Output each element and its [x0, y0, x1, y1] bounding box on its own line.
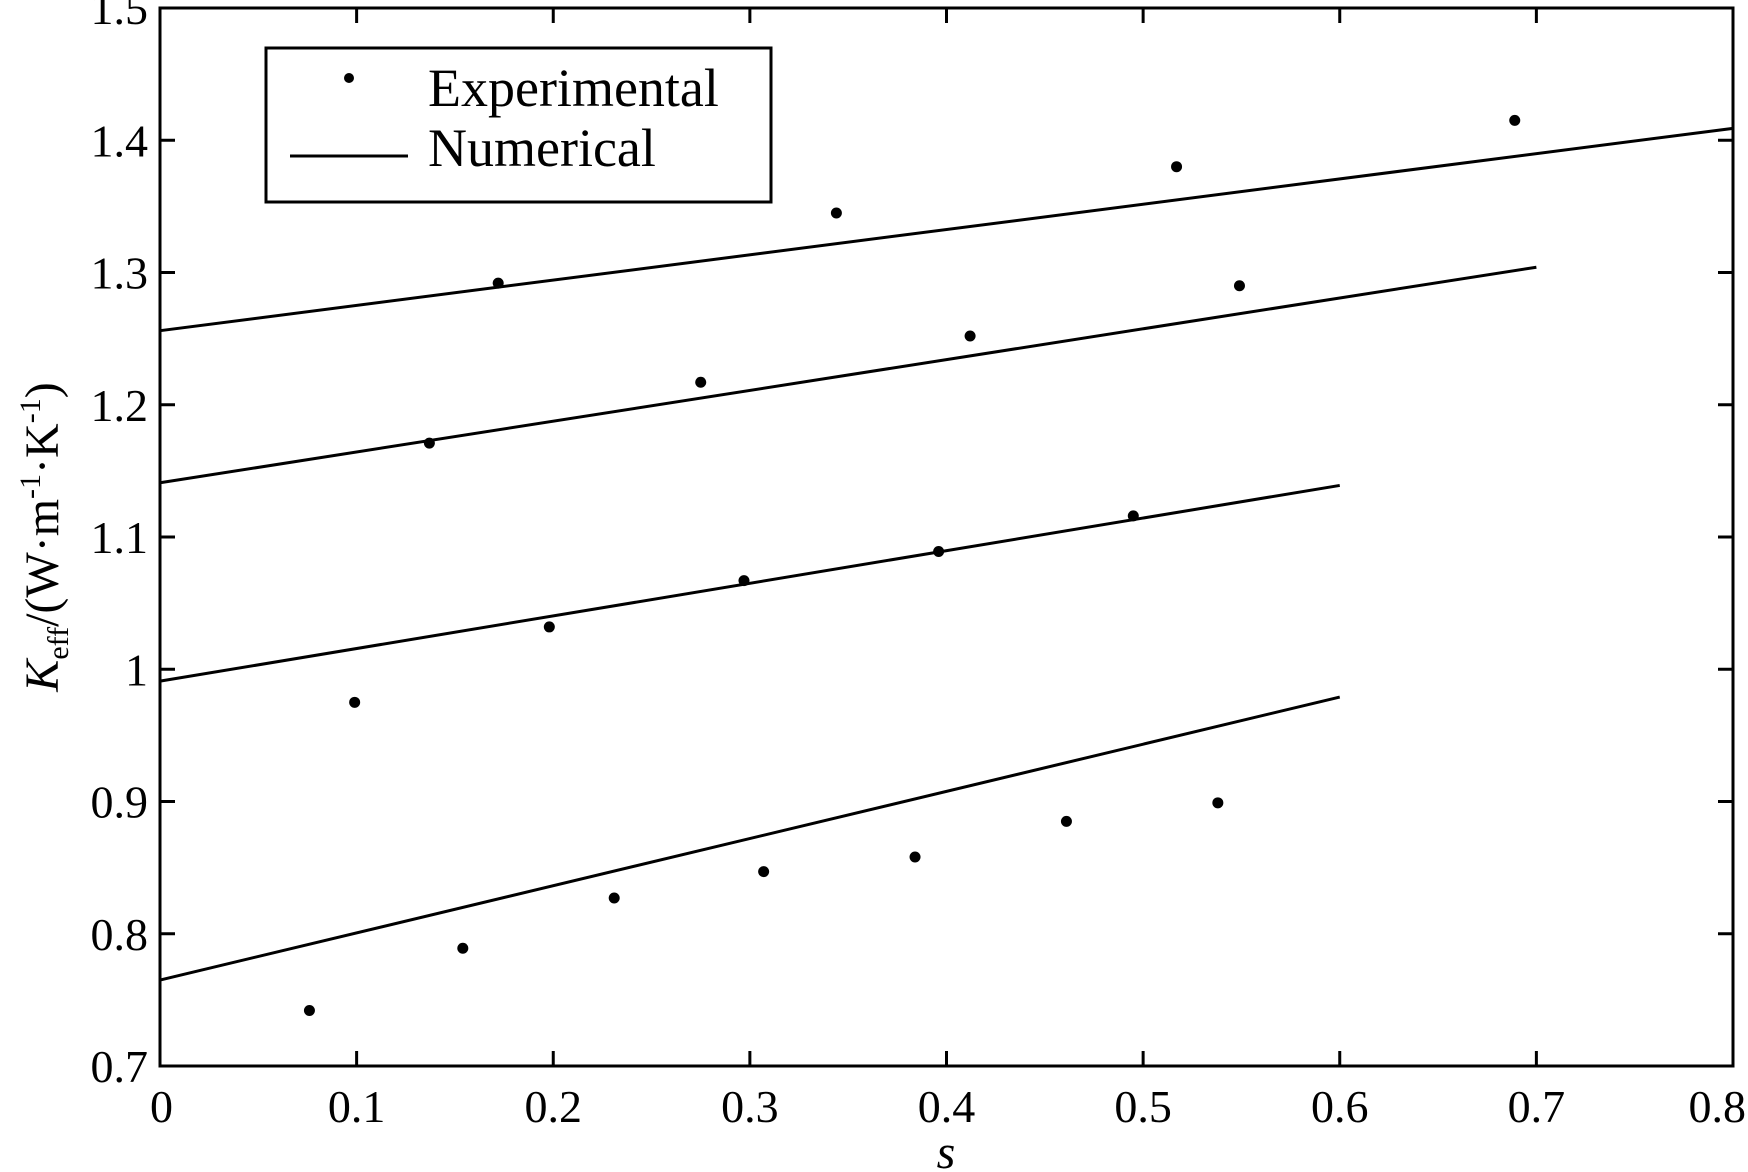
x-tick-label: 0.1	[328, 1081, 386, 1132]
numerical-lines	[159, 126, 1734, 982]
legend-experimental-marker	[344, 73, 354, 83]
x-tick-label: 0.7	[1508, 1081, 1566, 1132]
x-tick-label: 0.6	[1311, 1081, 1369, 1132]
y-tick-labels: 0.7 0.8 0.9 1 1.1 1.2 1.3 1.4 1.5	[91, 0, 149, 1092]
x-tick-label: 0.2	[525, 1081, 583, 1132]
experimental-point	[758, 866, 770, 878]
y-tick-label: 1	[125, 644, 148, 695]
experimental-point	[1509, 114, 1521, 126]
y-axis-title-units: /(W·m	[16, 499, 69, 627]
y-tick-label: 1.1	[91, 512, 149, 563]
y-tick-label: 1.3	[91, 248, 149, 299]
x-tick-label: 0.3	[721, 1081, 779, 1132]
x-tick-label: 0.5	[1114, 1081, 1172, 1132]
x-tick-label: 0	[150, 1081, 173, 1132]
y-axis-title-symbol: K	[16, 657, 69, 693]
y-axis-title: Keff/(W·m-1·K-1)	[14, 382, 75, 692]
axis-ticks	[158, 6, 1735, 1068]
experimental-point	[1233, 280, 1245, 292]
x-tick-label: 0.4	[918, 1081, 976, 1132]
numerical-line	[159, 126, 1734, 333]
y-axis-title-units-2: ·K	[16, 423, 69, 474]
y-axis-title-superscript-2: -1	[14, 398, 47, 423]
numerical-line	[159, 265, 1537, 485]
legend-numerical-label: Numerical	[428, 118, 656, 178]
y-tick-label: 1.4	[91, 115, 149, 166]
y-tick-label: 0.7	[91, 1041, 149, 1092]
experimental-point	[1127, 510, 1139, 522]
y-tick-label: 1.2	[91, 380, 149, 431]
experimental-point	[303, 1004, 315, 1016]
experimental-point	[608, 892, 620, 904]
experimental-point	[738, 575, 750, 587]
x-tick-label: 0.8	[1689, 1081, 1747, 1132]
experimental-point	[457, 942, 469, 954]
y-axis-title-superscript-1: -1	[14, 474, 47, 499]
x-tick-labels: 0 0.1 0.2 0.3 0.4 0.5 0.6 0.7 0.8	[150, 1081, 1746, 1132]
experimental-point	[933, 546, 945, 558]
experimental-point	[830, 207, 842, 219]
experimental-point	[1171, 161, 1183, 173]
y-axis-title-subscript: eff	[42, 627, 75, 660]
experimental-point	[1060, 815, 1072, 827]
numerical-line	[159, 483, 1340, 683]
y-tick-label: 0.9	[91, 777, 149, 828]
experimental-point	[695, 376, 707, 388]
legend: Experimental Numerical	[264, 46, 773, 204]
experimental-point	[543, 621, 555, 633]
numerical-line	[159, 695, 1341, 982]
x-axis-title: s	[937, 1126, 956, 1172]
y-tick-label: 0.8	[91, 909, 149, 960]
y-tick-label: 1.5	[91, 0, 149, 34]
experimental-point	[492, 277, 504, 289]
experimental-point	[964, 330, 976, 342]
experimental-point	[423, 437, 435, 449]
experimental-point	[1212, 797, 1224, 809]
legend-experimental-label: Experimental	[428, 58, 719, 118]
experimental-point	[909, 851, 921, 863]
experimental-point	[349, 696, 361, 708]
experimental-points	[303, 114, 1521, 1016]
y-axis-title-end: )	[16, 382, 69, 398]
